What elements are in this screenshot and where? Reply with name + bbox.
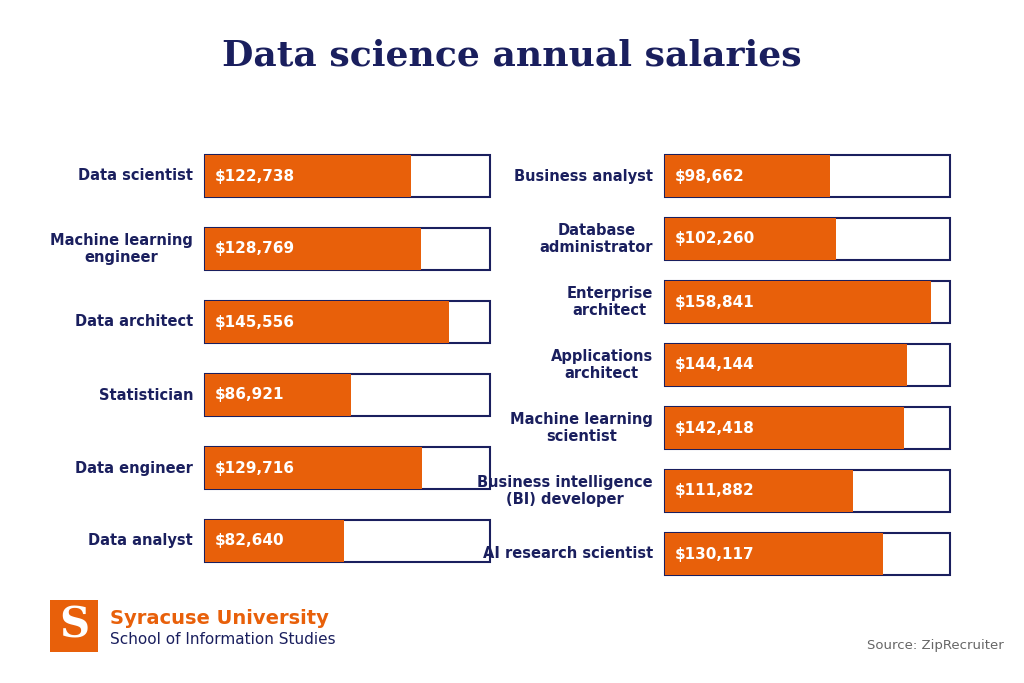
Bar — [665, 407, 904, 449]
Bar — [665, 344, 950, 386]
Text: $129,716: $129,716 — [215, 460, 295, 475]
Bar — [665, 344, 906, 386]
Text: $82,640: $82,640 — [215, 533, 285, 548]
Bar — [205, 447, 490, 489]
Text: Data engineer: Data engineer — [75, 460, 193, 475]
Text: $130,117: $130,117 — [675, 546, 755, 561]
Bar — [665, 533, 883, 575]
Text: Source: ZipRecruiter: Source: ZipRecruiter — [867, 639, 1004, 652]
Bar — [205, 520, 343, 562]
Text: Data architect: Data architect — [75, 314, 193, 329]
Bar — [205, 155, 411, 197]
Text: $142,418: $142,418 — [675, 421, 755, 436]
Text: Database
administrator: Database administrator — [540, 223, 653, 255]
Text: Syracuse University: Syracuse University — [110, 609, 329, 628]
Text: Applications
architect: Applications architect — [551, 349, 653, 381]
Bar — [205, 374, 490, 416]
Bar — [205, 155, 490, 197]
Bar — [665, 470, 853, 512]
Bar — [665, 155, 830, 197]
Text: AI research scientist: AI research scientist — [482, 546, 653, 561]
Text: Machine learning
scientist: Machine learning scientist — [510, 412, 653, 444]
Bar — [665, 218, 950, 260]
Text: $122,738: $122,738 — [215, 169, 295, 184]
Bar — [50, 600, 98, 652]
Bar — [665, 218, 837, 260]
Text: $128,769: $128,769 — [215, 242, 295, 257]
Bar — [205, 447, 423, 489]
Text: S: S — [59, 605, 89, 647]
Text: Data scientist: Data scientist — [78, 169, 193, 184]
Text: $102,260: $102,260 — [675, 232, 756, 247]
Text: $111,882: $111,882 — [675, 484, 755, 499]
Bar — [205, 301, 490, 343]
Bar — [205, 228, 421, 270]
Text: Machine learning
engineer: Machine learning engineer — [50, 233, 193, 265]
Bar — [665, 407, 950, 449]
Text: Business intelligence
(BI) developer: Business intelligence (BI) developer — [477, 475, 653, 507]
Text: $145,556: $145,556 — [215, 314, 295, 329]
Bar — [665, 533, 950, 575]
Text: School of Information Studies: School of Information Studies — [110, 632, 336, 647]
Bar — [665, 281, 931, 323]
Bar — [205, 301, 449, 343]
Text: $158,841: $158,841 — [675, 294, 755, 309]
Text: $86,921: $86,921 — [215, 387, 285, 402]
Bar — [205, 520, 490, 562]
Text: $144,144: $144,144 — [675, 357, 755, 372]
Bar — [205, 228, 490, 270]
Text: Statistician: Statistician — [98, 387, 193, 402]
Bar — [665, 281, 950, 323]
Text: Enterprise
architect: Enterprise architect — [566, 285, 653, 318]
Text: Data science annual salaries: Data science annual salaries — [222, 38, 802, 72]
Text: $98,662: $98,662 — [675, 169, 744, 184]
Text: Data analyst: Data analyst — [88, 533, 193, 548]
Bar — [665, 470, 950, 512]
Text: Business analyst: Business analyst — [514, 169, 653, 184]
Bar — [205, 374, 351, 416]
Bar — [665, 155, 950, 197]
